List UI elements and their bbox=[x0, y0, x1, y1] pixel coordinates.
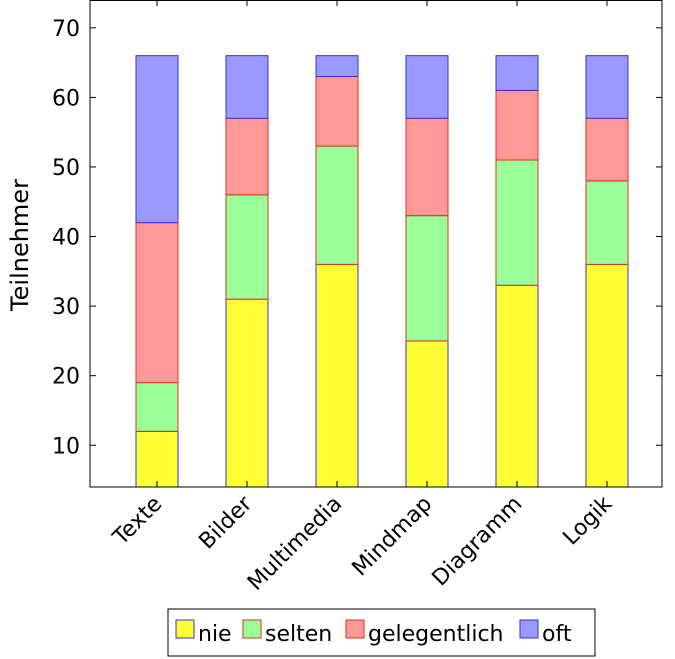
y-tick-label: 10 bbox=[52, 434, 80, 459]
bar-nie-multimedia bbox=[315, 263, 359, 488]
bar-gelegentlich-texte bbox=[135, 222, 179, 384]
y-axis-label: Teilnehmer bbox=[6, 179, 34, 312]
legend-swatch-selten bbox=[242, 619, 262, 639]
bar-oft-mindmap bbox=[405, 55, 449, 119]
plot-frame bbox=[89, 0, 663, 488]
bar-oft-texte bbox=[135, 55, 179, 224]
bar-selten-multimedia bbox=[315, 145, 359, 265]
x-tick-label: Texte bbox=[108, 492, 167, 551]
legend-label-oft: oft bbox=[542, 622, 572, 647]
bar-oft-multimedia bbox=[315, 55, 359, 78]
legend-label-nie: nie bbox=[198, 622, 232, 647]
bar-gelegentlich-mindmap bbox=[405, 117, 449, 217]
y-tick-label: 60 bbox=[52, 86, 80, 111]
x-tick-label: Diagramm bbox=[428, 492, 528, 592]
bar-selten-bilder bbox=[225, 194, 269, 300]
x-tick-label: Logik bbox=[558, 491, 617, 550]
bar-selten-diagramm bbox=[495, 159, 539, 286]
bar-selten-logik bbox=[585, 180, 629, 265]
y-tick-label: 50 bbox=[52, 156, 80, 181]
bar-gelegentlich-diagramm bbox=[495, 89, 539, 161]
x-tick-label: Multimedia bbox=[243, 492, 347, 596]
bar-oft-diagramm bbox=[495, 55, 539, 91]
x-tick-label: Mindmap bbox=[348, 492, 438, 582]
plot-area bbox=[135, 55, 629, 488]
bar-nie-mindmap bbox=[405, 340, 449, 488]
bar-gelegentlich-logik bbox=[585, 117, 629, 182]
legend-label-gelegentlich: gelegentlich bbox=[368, 622, 503, 647]
bar-selten-texte bbox=[135, 382, 179, 432]
legend-swatch-gelegentlich bbox=[345, 619, 365, 639]
bar-oft-bilder bbox=[225, 55, 269, 119]
y-tick-label: 20 bbox=[52, 365, 80, 390]
bar-gelegentlich-multimedia bbox=[315, 76, 359, 147]
bar-selten-mindmap bbox=[405, 215, 449, 342]
x-tick-label: Bilder bbox=[194, 491, 258, 555]
legend: nie selten gelegentlich oft bbox=[167, 608, 596, 657]
bar-nie-bilder bbox=[225, 298, 269, 488]
legend-swatch-oft bbox=[519, 619, 539, 639]
bar-oft-logik bbox=[585, 55, 629, 119]
y-tick-label: 40 bbox=[52, 226, 80, 251]
bar-nie-texte bbox=[135, 430, 179, 488]
y-tick-label: 70 bbox=[52, 17, 80, 42]
bar-gelegentlich-bilder bbox=[225, 117, 269, 196]
legend-swatch-nie bbox=[175, 619, 195, 639]
y-tick-label: 30 bbox=[52, 295, 80, 320]
bar-nie-diagramm bbox=[495, 284, 539, 488]
bar-nie-logik bbox=[585, 263, 629, 488]
legend-label-selten: selten bbox=[265, 622, 332, 647]
